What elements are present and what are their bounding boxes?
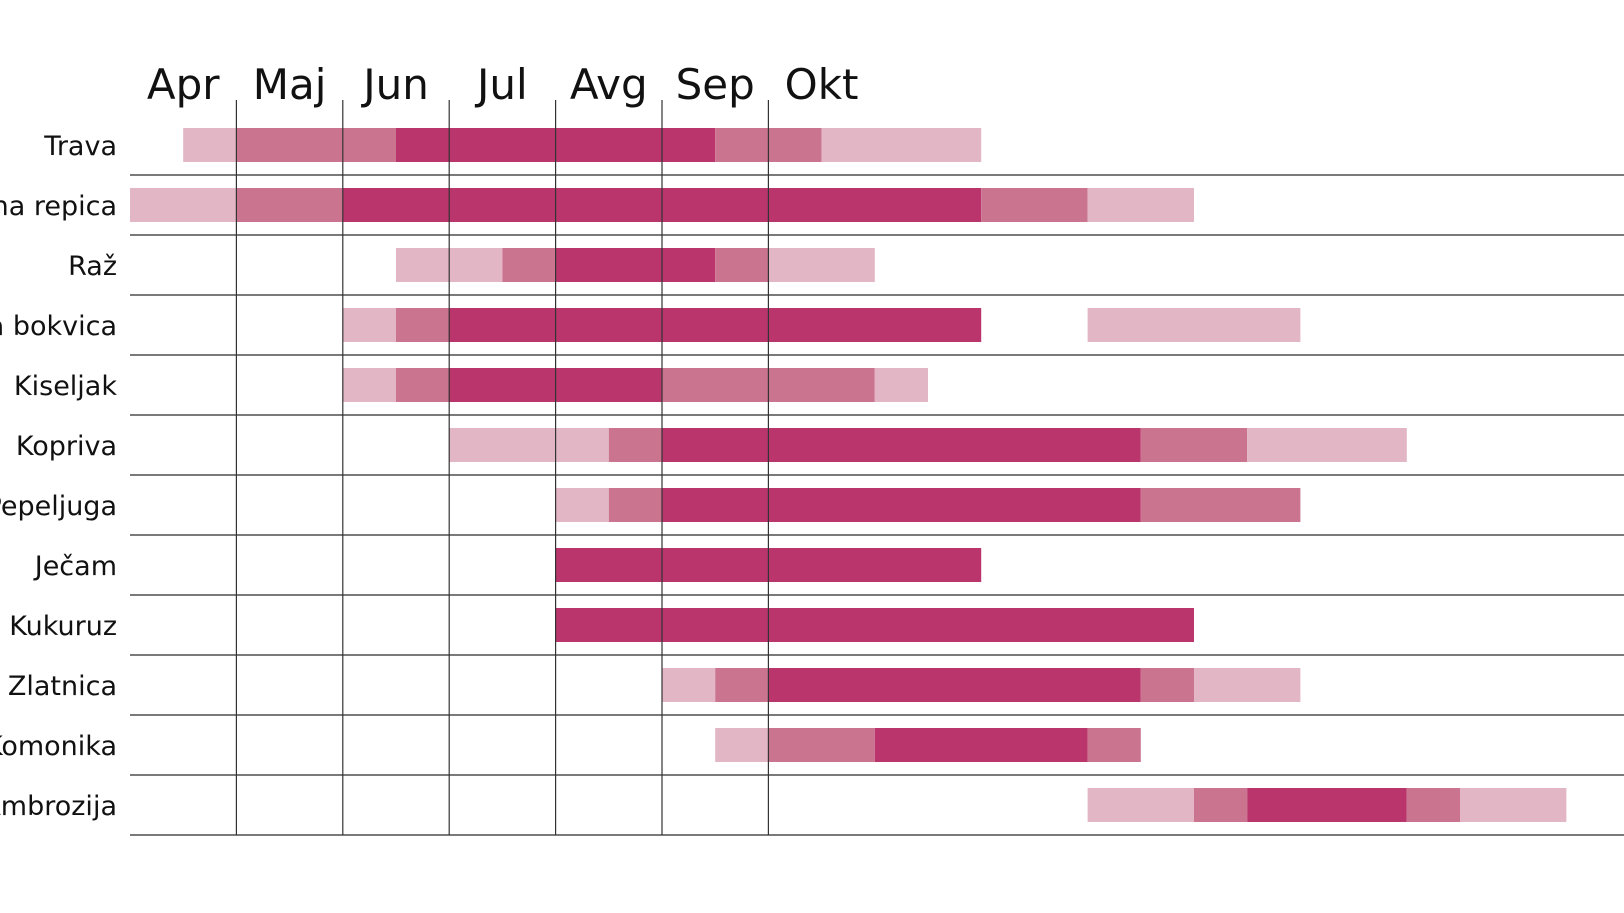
bar-segment-medium: [236, 128, 396, 162]
month-label: Sep: [676, 60, 755, 109]
bar-segment-low: [715, 728, 769, 762]
bar-segment-medium: [396, 368, 450, 402]
row-label: Ambrozija: [0, 791, 117, 822]
row-label: Pepeljuga: [0, 491, 117, 522]
row-label: Pelin / Komonika: [0, 731, 117, 762]
bar-segment-medium: [981, 188, 1088, 222]
bar-segment-high: [449, 308, 982, 342]
bar-segment-medium: [502, 248, 556, 282]
month-labels: Apr Maj Jun Jul Avg Sep Okt: [147, 60, 859, 109]
row-separators: [130, 174, 1624, 836]
month-label: Avg: [570, 60, 648, 109]
bar-segment-medium: [396, 308, 450, 342]
row-label: Uljana repica: [0, 191, 117, 222]
bar-segment-low: [1087, 308, 1301, 342]
bar-segment-medium: [1140, 668, 1194, 702]
bar-segment-high: [555, 248, 716, 282]
bar-segment-medium: [1140, 488, 1301, 522]
bar-segment-low: [130, 188, 237, 222]
month-label: Maj: [253, 60, 327, 109]
bar-segment-low: [768, 248, 875, 282]
bar-segment-low: [1087, 188, 1194, 222]
row-label: Kiseljak: [14, 371, 117, 402]
bar-segment-low: [821, 128, 982, 162]
bar-segment-medium: [715, 248, 769, 282]
bar-segment-high: [662, 428, 1141, 462]
bar-segment-medium: [1140, 428, 1248, 462]
bar-segment-medium: [1406, 788, 1460, 822]
month-label: Jun: [360, 60, 429, 109]
bar-segment-low: [555, 488, 609, 522]
bar-segment-low: [1247, 428, 1407, 462]
bar-segment-low: [342, 308, 396, 342]
bar-segment-high: [1247, 788, 1407, 822]
row-labels: Trava Uljana repica Raž Trputac / Ozka bokv…: [0, 131, 117, 822]
bar-segment-medium: [1087, 728, 1141, 762]
bar-segment-medium: [608, 488, 662, 522]
row-label: Ječam: [33, 551, 117, 582]
month-gridlines: [235, 100, 770, 835]
bar-segment-medium: [608, 428, 662, 462]
bar-segment-low: [1087, 788, 1194, 822]
month-label: Apr: [147, 60, 220, 109]
month-label: Okt: [785, 60, 859, 109]
bar-segment-low: [342, 368, 396, 402]
row-label: Kukuruz: [9, 611, 117, 642]
bar-segment-high: [768, 668, 1141, 702]
bar-segment-high: [662, 488, 1141, 522]
bar-segment-low: [183, 128, 237, 162]
bar-segment-low: [874, 368, 928, 402]
bar-segment-low: [662, 668, 716, 702]
row-label: Trputac / Ozka bokvica: [0, 311, 117, 342]
bar-segment-low: [1460, 788, 1567, 822]
row-label: Raž: [68, 251, 117, 282]
row-label: Kopriva: [16, 431, 117, 462]
bar-segment-medium: [715, 668, 769, 702]
bar-segment-medium: [768, 728, 875, 762]
bar-segment-high: [555, 608, 1194, 642]
month-label: Jul: [474, 60, 528, 109]
bar-segment-low: [1194, 668, 1301, 702]
bar-segment-high: [396, 128, 556, 162]
row-label: Zlatnica: [8, 671, 117, 702]
bar-segment-high: [874, 728, 1088, 762]
bar-segment-low: [449, 428, 609, 462]
bar-segment-high: [555, 128, 716, 162]
bar-segment-medium: [1194, 788, 1248, 822]
row-label: Trava: [43, 131, 117, 162]
bar-segment-medium: [236, 188, 343, 222]
